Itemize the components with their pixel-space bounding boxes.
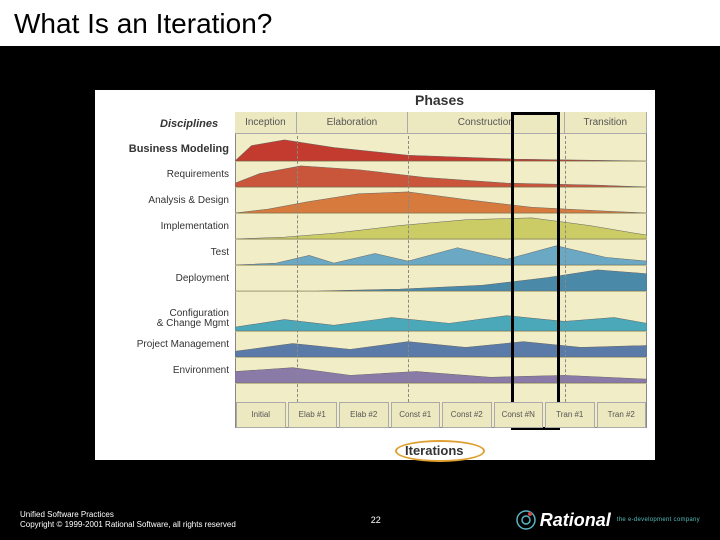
discipline-label: Configuration & Change Mgmt <box>95 306 235 332</box>
discipline-label: Implementation <box>95 214 235 240</box>
iteration-cell: Const #2 <box>442 402 492 428</box>
discipline-label: Requirements <box>95 162 235 188</box>
phases-label: Phases <box>415 92 464 108</box>
phase-headers: InceptionElaborationConstructionTransiti… <box>235 112 647 134</box>
slide-title: What Is an Iteration? <box>14 8 706 40</box>
slide: What Is an Iteration? Phases Disciplines… <box>0 0 720 540</box>
logo-icon <box>516 510 536 530</box>
discipline-labels: Business ModelingRequirementsAnalysis & … <box>95 136 235 384</box>
phase-header: Inception <box>235 112 297 134</box>
rup-hump-chart: Phases Disciplines InceptionElaborationC… <box>95 90 655 460</box>
iteration-cells: InitialElab #1Elab #2Const #1Const #2Con… <box>235 402 647 428</box>
content-area: Phases Disciplines InceptionElaborationC… <box>0 49 720 500</box>
iteration-cell: Const #1 <box>391 402 441 428</box>
iterations-label: Iterations <box>405 443 464 458</box>
discipline-label: Project Management <box>95 332 235 358</box>
page-number: 22 <box>371 515 381 525</box>
discipline-label: Business Modeling <box>95 136 235 162</box>
footer: Unified Software Practices Copyright © 1… <box>0 500 720 540</box>
effort-humps <box>235 136 647 402</box>
rational-logo: Rational the e-development company <box>516 510 700 531</box>
iteration-cell: Elab #1 <box>288 402 338 428</box>
iteration-cell: Initial <box>236 402 286 428</box>
logo-tagline: the e-development company <box>617 517 700 523</box>
discipline-label: Test <box>95 240 235 266</box>
phase-boundary-line <box>565 136 566 402</box>
phase-boundary-line <box>297 136 298 402</box>
phase-boundary-line <box>408 136 409 402</box>
iteration-cell: Tran #1 <box>545 402 595 428</box>
iteration-cell: Elab #2 <box>339 402 389 428</box>
discipline-label: Environment <box>95 358 235 384</box>
discipline-label: Deployment <box>95 266 235 292</box>
title-bar: What Is an Iteration? <box>0 0 720 49</box>
logo-text: Rational <box>540 510 611 531</box>
phase-header: Elaboration <box>297 112 408 134</box>
footer-line1: Unified Software Practices <box>20 510 236 520</box>
discipline-label: Analysis & Design <box>95 188 235 214</box>
phase-header: Transition <box>565 112 647 134</box>
disciplines-label: Disciplines <box>160 118 218 130</box>
iteration-cell: Const #N <box>494 402 544 428</box>
iteration-highlight <box>511 112 560 430</box>
footer-line2: Copyright © 1999-2001 Rational Software,… <box>20 520 236 530</box>
footer-copyright: Unified Software Practices Copyright © 1… <box>20 510 236 529</box>
iteration-cell: Tran #2 <box>597 402 647 428</box>
